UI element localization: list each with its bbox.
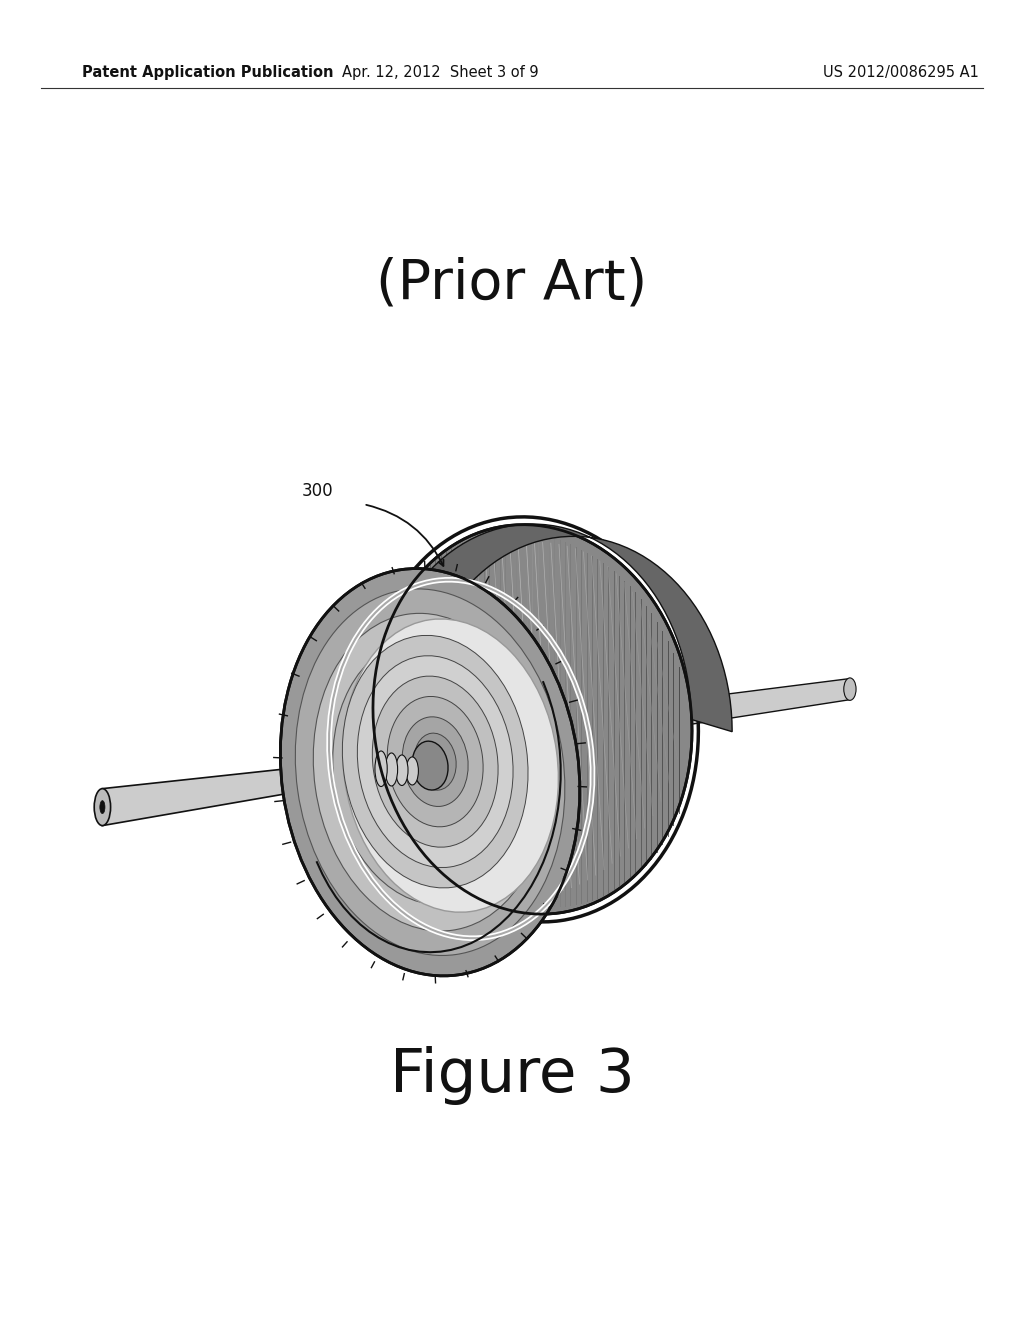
Text: Patent Application Publication: Patent Application Publication	[82, 65, 334, 81]
Ellipse shape	[387, 697, 483, 826]
Ellipse shape	[100, 801, 105, 813]
Ellipse shape	[382, 708, 478, 837]
Text: Figure 3: Figure 3	[389, 1047, 635, 1105]
Ellipse shape	[342, 635, 528, 888]
Ellipse shape	[368, 686, 493, 858]
Text: (Prior Art): (Prior Art)	[377, 257, 647, 310]
Ellipse shape	[395, 755, 408, 785]
Ellipse shape	[333, 640, 527, 904]
Ellipse shape	[373, 676, 498, 847]
Text: Apr. 12, 2012  Sheet 3 of 9: Apr. 12, 2012 Sheet 3 of 9	[342, 65, 539, 81]
Ellipse shape	[844, 678, 856, 701]
Polygon shape	[663, 678, 850, 729]
Ellipse shape	[281, 569, 580, 975]
Text: 300: 300	[302, 482, 334, 500]
Ellipse shape	[94, 788, 111, 825]
Ellipse shape	[375, 751, 387, 787]
Ellipse shape	[357, 656, 513, 867]
Ellipse shape	[415, 733, 456, 791]
Ellipse shape	[412, 741, 449, 791]
Ellipse shape	[373, 524, 692, 915]
Ellipse shape	[295, 589, 565, 956]
Ellipse shape	[343, 619, 558, 912]
Polygon shape	[374, 524, 732, 731]
Ellipse shape	[385, 752, 397, 785]
Ellipse shape	[402, 717, 468, 807]
Polygon shape	[102, 767, 304, 825]
Ellipse shape	[350, 664, 510, 880]
Ellipse shape	[407, 756, 419, 785]
Text: US 2012/0086295 A1: US 2012/0086295 A1	[823, 65, 979, 81]
Ellipse shape	[397, 727, 463, 817]
Ellipse shape	[313, 614, 547, 931]
